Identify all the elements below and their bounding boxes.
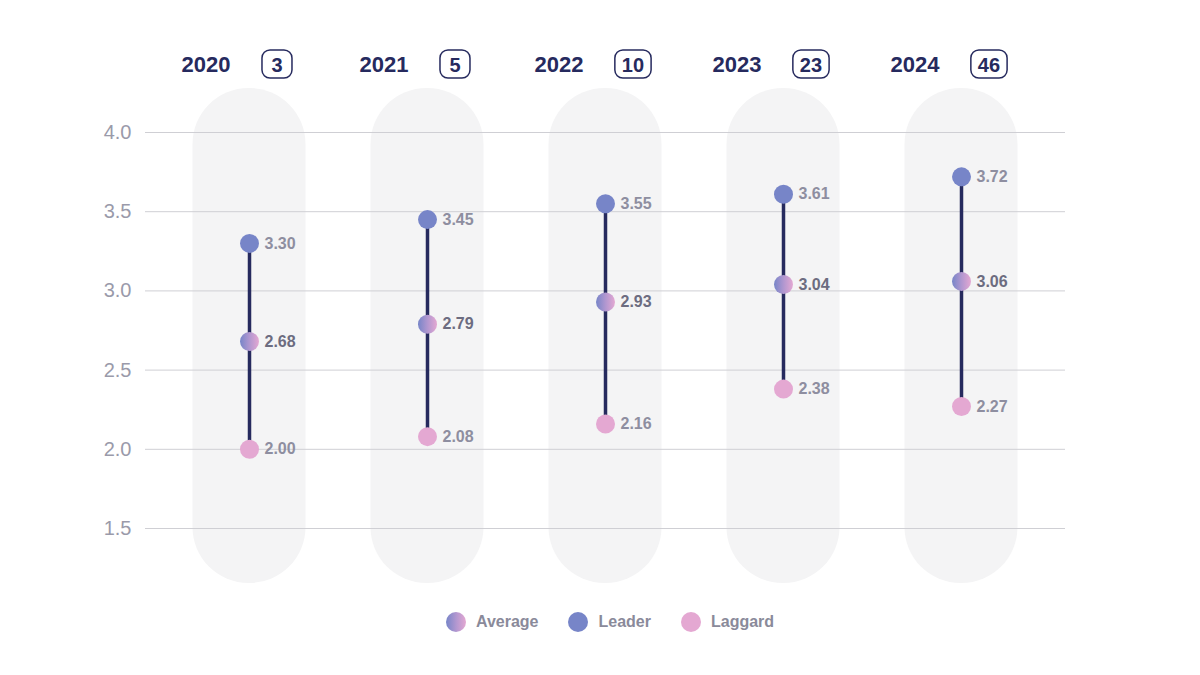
svg-text:23: 23 xyxy=(800,54,822,76)
svg-text:10: 10 xyxy=(622,54,644,76)
svg-text:3.5: 3.5 xyxy=(104,200,132,222)
svg-text:3.61: 3.61 xyxy=(799,185,830,202)
svg-text:2.16: 2.16 xyxy=(621,415,652,432)
svg-text:2.08: 2.08 xyxy=(443,428,474,445)
svg-text:3.04: 3.04 xyxy=(799,276,830,293)
svg-text:2.68: 2.68 xyxy=(265,333,296,350)
svg-text:2.00: 2.00 xyxy=(265,440,296,457)
svg-text:3.30: 3.30 xyxy=(265,235,296,252)
svg-text:3.72: 3.72 xyxy=(977,168,1008,185)
svg-text:4.0: 4.0 xyxy=(104,121,132,143)
svg-text:3.0: 3.0 xyxy=(104,279,132,301)
svg-text:1.5: 1.5 xyxy=(104,517,132,539)
svg-text:2021: 2021 xyxy=(360,52,409,77)
svg-text:5: 5 xyxy=(449,54,460,76)
svg-text:3.45: 3.45 xyxy=(443,211,474,228)
html-text:Average: Average xyxy=(475,613,539,630)
svg-text:2022: 2022 xyxy=(534,52,583,77)
svg-text:3.06: 3.06 xyxy=(977,273,1008,290)
html-text:Leader: Leader xyxy=(598,613,651,630)
svg-text:2.38: 2.38 xyxy=(799,380,830,397)
svg-text:2.79: 2.79 xyxy=(443,315,474,332)
svg-text:2023: 2023 xyxy=(712,52,761,77)
svg-text:2024: 2024 xyxy=(890,52,940,77)
svg-text:2.27: 2.27 xyxy=(977,398,1008,415)
svg-text:46: 46 xyxy=(978,54,1000,76)
svg-text:2.93: 2.93 xyxy=(621,293,652,310)
svg-text:3.55: 3.55 xyxy=(621,195,652,212)
svg-text:2020: 2020 xyxy=(182,52,231,77)
svg-text:2.5: 2.5 xyxy=(104,359,132,381)
html-text:Laggard: Laggard xyxy=(711,613,775,630)
svg-text:2.0: 2.0 xyxy=(104,438,132,460)
svg-text:3: 3 xyxy=(271,54,282,76)
